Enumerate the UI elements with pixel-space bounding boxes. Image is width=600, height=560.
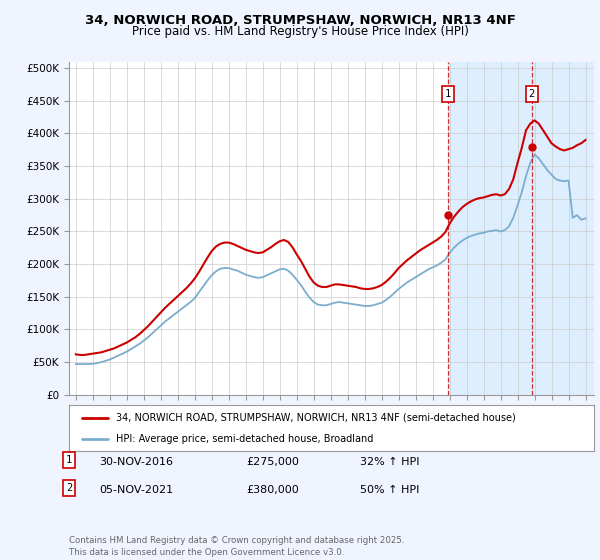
Text: 32% ↑ HPI: 32% ↑ HPI [360,457,419,467]
Text: £275,000: £275,000 [246,457,299,467]
Text: 1: 1 [445,89,451,99]
Text: 50% ↑ HPI: 50% ↑ HPI [360,485,419,495]
Text: Contains HM Land Registry data © Crown copyright and database right 2025.
This d: Contains HM Land Registry data © Crown c… [69,536,404,557]
Text: 05-NOV-2021: 05-NOV-2021 [99,485,173,495]
Text: £380,000: £380,000 [246,485,299,495]
Text: 2: 2 [529,89,535,99]
Text: Price paid vs. HM Land Registry's House Price Index (HPI): Price paid vs. HM Land Registry's House … [131,25,469,38]
Bar [448,62,594,395]
Text: 1: 1 [66,455,72,465]
Text: 34, NORWICH ROAD, STRUMPSHAW, NORWICH, NR13 4NF (semi-detached house): 34, NORWICH ROAD, STRUMPSHAW, NORWICH, N… [116,413,516,423]
Text: 2: 2 [66,483,72,493]
Text: 34, NORWICH ROAD, STRUMPSHAW, NORWICH, NR13 4NF: 34, NORWICH ROAD, STRUMPSHAW, NORWICH, N… [85,14,515,27]
Text: 30-NOV-2016: 30-NOV-2016 [99,457,173,467]
Text: HPI: Average price, semi-detached house, Broadland: HPI: Average price, semi-detached house,… [116,435,374,444]
